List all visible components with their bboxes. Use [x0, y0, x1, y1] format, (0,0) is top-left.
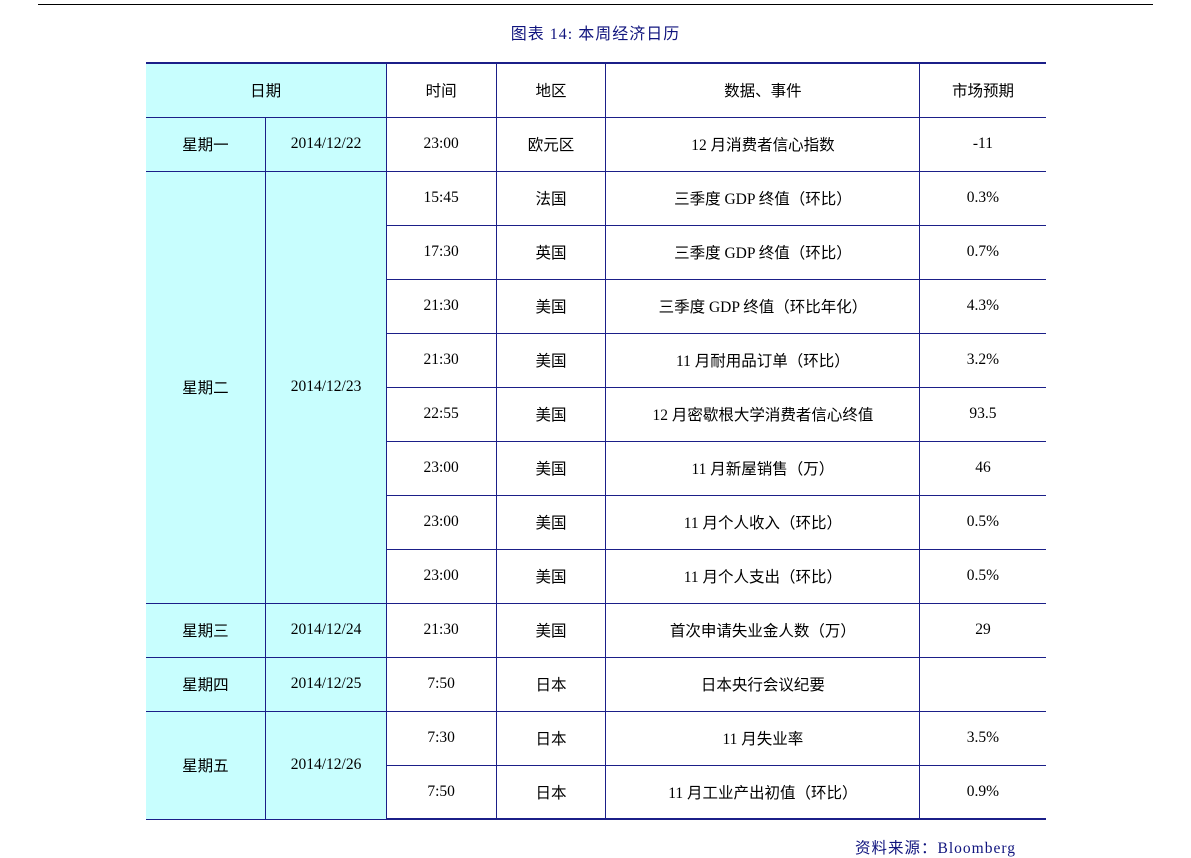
cell-date: 2014/12/22	[266, 117, 386, 171]
cell-region: 美国	[496, 333, 606, 387]
cell-event: 三季度 GDP 终值（环比）	[606, 171, 920, 225]
col-header-forecast: 市场预期	[920, 63, 1046, 117]
cell-time: 21:30	[386, 603, 496, 657]
cell-time: 7:50	[386, 657, 496, 711]
cell-time: 21:30	[386, 279, 496, 333]
cell-forecast: 4.3%	[920, 279, 1046, 333]
cell-day: 星期四	[146, 657, 266, 711]
cell-event: 11 月新屋销售（万）	[606, 441, 920, 495]
cell-time: 7:30	[386, 711, 496, 765]
table-title: 图表 14: 本周经济日历	[0, 0, 1191, 62]
cell-event: 三季度 GDP 终值（环比年化）	[606, 279, 920, 333]
cell-event: 12 月消费者信心指数	[606, 117, 920, 171]
cell-day: 星期二	[146, 171, 266, 603]
cell-region: 美国	[496, 387, 606, 441]
cell-region: 日本	[496, 711, 606, 765]
cell-time: 23:00	[386, 495, 496, 549]
cell-event: 11 月个人收入（环比）	[606, 495, 920, 549]
economic-calendar-table: 日期时间地区数据、事件市场预期星期一2014/12/2223:00欧元区12 月…	[146, 62, 1046, 820]
cell-forecast: 46	[920, 441, 1046, 495]
page-top-rule	[38, 4, 1153, 5]
cell-event: 12 月密歇根大学消费者信心终值	[606, 387, 920, 441]
cell-region: 美国	[496, 279, 606, 333]
cell-event: 11 月工业产出初值（环比）	[606, 765, 920, 819]
cell-forecast: -11	[920, 117, 1046, 171]
cell-forecast: 0.5%	[920, 495, 1046, 549]
cell-region: 英国	[496, 225, 606, 279]
cell-event: 11 月个人支出（环比）	[606, 549, 920, 603]
cell-forecast: 0.5%	[920, 549, 1046, 603]
cell-region: 日本	[496, 657, 606, 711]
cell-region: 日本	[496, 765, 606, 819]
cell-forecast: 0.9%	[920, 765, 1046, 819]
col-header-date: 日期	[146, 63, 387, 117]
cell-time: 17:30	[386, 225, 496, 279]
cell-time: 23:00	[386, 549, 496, 603]
cell-forecast: 3.2%	[920, 333, 1046, 387]
cell-region: 美国	[496, 441, 606, 495]
cell-forecast: 3.5%	[920, 711, 1046, 765]
cell-forecast	[920, 657, 1046, 711]
cell-region: 欧元区	[496, 117, 606, 171]
cell-day: 星期一	[146, 117, 266, 171]
cell-time: 21:30	[386, 333, 496, 387]
cell-date: 2014/12/23	[266, 171, 386, 603]
cell-forecast: 0.3%	[920, 171, 1046, 225]
cell-date: 2014/12/26	[266, 711, 386, 819]
cell-time: 15:45	[386, 171, 496, 225]
cell-event: 日本央行会议纪要	[606, 657, 920, 711]
cell-region: 美国	[496, 603, 606, 657]
cell-forecast: 29	[920, 603, 1046, 657]
cell-date: 2014/12/24	[266, 603, 386, 657]
cell-region: 美国	[496, 549, 606, 603]
cell-event: 11 月失业率	[606, 711, 920, 765]
cell-region: 法国	[496, 171, 606, 225]
cell-day: 星期三	[146, 603, 266, 657]
cell-date: 2014/12/25	[266, 657, 386, 711]
col-header-event: 数据、事件	[606, 63, 920, 117]
cell-time: 23:00	[386, 117, 496, 171]
cell-event: 11 月耐用品订单（环比）	[606, 333, 920, 387]
cell-day: 星期五	[146, 711, 266, 819]
cell-time: 7:50	[386, 765, 496, 819]
data-source: 资料来源：Bloomberg	[0, 836, 1191, 858]
cell-event: 三季度 GDP 终值（环比）	[606, 225, 920, 279]
col-header-region: 地区	[496, 63, 606, 117]
cell-forecast: 0.7%	[920, 225, 1046, 279]
cell-region: 美国	[496, 495, 606, 549]
cell-time: 23:00	[386, 441, 496, 495]
cell-forecast: 93.5	[920, 387, 1046, 441]
cell-time: 22:55	[386, 387, 496, 441]
cell-event: 首次申请失业金人数（万）	[606, 603, 920, 657]
col-header-time: 时间	[386, 63, 496, 117]
